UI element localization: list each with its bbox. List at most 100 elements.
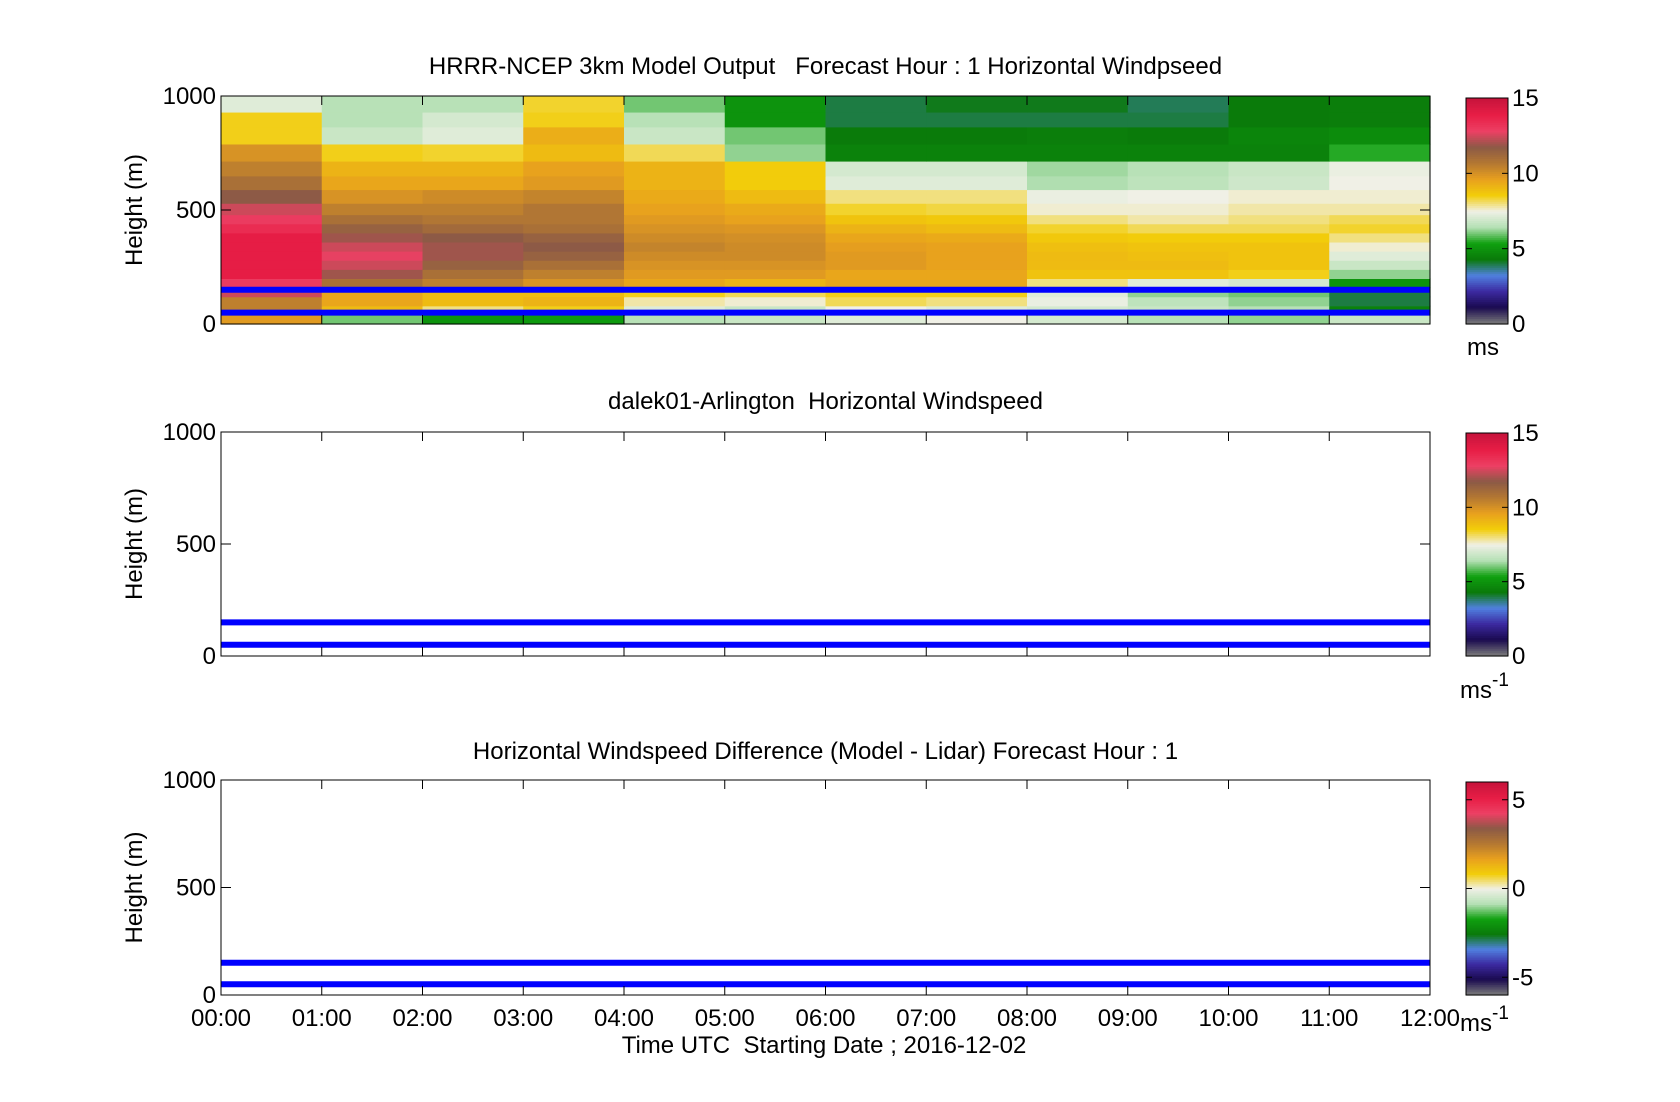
colorbar-tick-label: 15 — [1512, 85, 1539, 112]
heatmap-cell — [321, 214, 424, 225]
colorbar-segment — [1466, 227, 1508, 231]
colorbar-segment — [1466, 585, 1508, 588]
x-tick-label: 03:00 — [493, 1005, 553, 1032]
colorbar-segment — [1466, 566, 1508, 570]
colorbar-segment — [1466, 442, 1508, 445]
heatmap-cell — [221, 296, 323, 307]
colorbar-segment — [1466, 537, 1508, 540]
heatmap-cell — [321, 260, 424, 270]
heatmap-cell — [825, 314, 927, 325]
colorbar-segment — [1466, 470, 1508, 473]
heatmap-cell — [1329, 126, 1431, 145]
heatmap-cell — [1127, 160, 1230, 177]
y-tick-label: 500 — [176, 531, 216, 558]
heatmap-cell — [1228, 278, 1330, 289]
colorbar-unit-exponent: -1 — [1492, 1003, 1509, 1024]
colorbar-segment — [1466, 192, 1508, 195]
colorbar-segment — [1466, 932, 1508, 936]
colorbar-segment — [1466, 457, 1508, 460]
colorbar-segment — [1466, 635, 1508, 639]
heatmap-cell — [221, 314, 323, 325]
colorbar-segment — [1466, 631, 1508, 635]
colorbar-segment — [1466, 226, 1508, 229]
heatmap-cell — [523, 278, 625, 289]
colorbar-segment — [1466, 101, 1508, 105]
heatmap-cell — [321, 223, 424, 234]
heatmap-cell — [321, 241, 424, 252]
colorbar-segment — [1466, 555, 1508, 559]
colorbar-segment — [1466, 186, 1508, 189]
colorbar-segment — [1466, 803, 1508, 806]
colorbar-segment — [1466, 241, 1508, 244]
heatmap-cell — [825, 96, 927, 113]
colorbar-segment — [1466, 165, 1508, 169]
heatmap-cell — [1127, 203, 1230, 216]
colorbar-segment — [1466, 948, 1508, 952]
colorbar-segment — [1466, 466, 1508, 469]
colorbar-segment — [1466, 806, 1508, 810]
chart-title: dalek01-Arlington Horizontal Windspeed — [608, 388, 1043, 415]
heatmap-cell — [1228, 241, 1330, 252]
heatmap-cell — [825, 241, 927, 252]
colorbar-segment — [1466, 436, 1508, 440]
colorbar-segment — [1466, 900, 1508, 904]
colorbar-segment — [1466, 782, 1508, 785]
heatmap-cell — [624, 241, 726, 252]
colorbar-segment — [1466, 276, 1508, 280]
colorbar-segment — [1466, 924, 1508, 927]
colorbar-segment — [1466, 805, 1508, 808]
colorbar-segment — [1466, 952, 1508, 955]
colorbar-segment — [1466, 577, 1508, 581]
colorbar-tick-label: 5 — [1512, 787, 1525, 814]
colorbar-segment — [1466, 819, 1508, 822]
colorbar-tick-label: 0 — [1512, 311, 1525, 338]
heatmap-cell — [1127, 269, 1230, 279]
colorbar-segment — [1466, 867, 1508, 870]
heatmap-cell — [825, 296, 927, 307]
heatmap-cell — [926, 296, 1028, 307]
heatmap-cell — [624, 189, 726, 204]
colorbar-segment — [1466, 312, 1508, 316]
colorbar-segment — [1466, 182, 1508, 186]
colorbar: 0 5 10 15 ms — [1465, 85, 1539, 361]
colorbar-segment — [1466, 789, 1508, 792]
colorbar-segment — [1466, 979, 1508, 982]
colorbar-segment — [1466, 162, 1508, 165]
colorbar-segment — [1466, 116, 1508, 120]
colorbar-segment — [1466, 801, 1508, 804]
x-tick-label: 09:00 — [1098, 1005, 1158, 1032]
colorbar-segment — [1466, 490, 1508, 494]
heatmap-cell — [1329, 160, 1431, 177]
heatmap-cell — [926, 232, 1028, 243]
colorbar-segment — [1466, 299, 1508, 302]
colorbar-segment — [1466, 252, 1508, 255]
colorbar-segment — [1466, 993, 1508, 996]
colorbar-segment — [1466, 310, 1508, 314]
heatmap-cell — [221, 241, 323, 252]
colorbar-segment — [1466, 915, 1508, 918]
colorbar-segment — [1466, 892, 1508, 895]
heatmap-cell — [1027, 175, 1129, 191]
colorbar-segment — [1466, 235, 1508, 238]
heatmap-cell — [523, 111, 625, 128]
colorbar-segment — [1466, 799, 1508, 803]
heatmap-cell — [422, 251, 524, 261]
colorbar-segment — [1466, 945, 1508, 948]
colorbar-segment — [1466, 600, 1508, 603]
colorbar-segment — [1466, 195, 1508, 199]
heatmap-cell — [321, 96, 424, 113]
colorbar-segment — [1466, 796, 1508, 799]
heatmap-cell — [422, 269, 524, 279]
heatmap-cell — [523, 296, 625, 307]
colorbar-segment — [1466, 964, 1508, 968]
heatmap-cell — [926, 111, 1028, 128]
colorbar-segment — [1466, 916, 1508, 920]
colorbar-segment — [1466, 305, 1508, 308]
heatmap-cell — [724, 269, 827, 279]
colorbar-segment — [1466, 105, 1508, 109]
heatmap-cell — [724, 203, 827, 216]
colorbar-segment — [1466, 318, 1508, 321]
colorbar-segment — [1466, 462, 1508, 466]
colorbar-segment — [1466, 499, 1508, 503]
